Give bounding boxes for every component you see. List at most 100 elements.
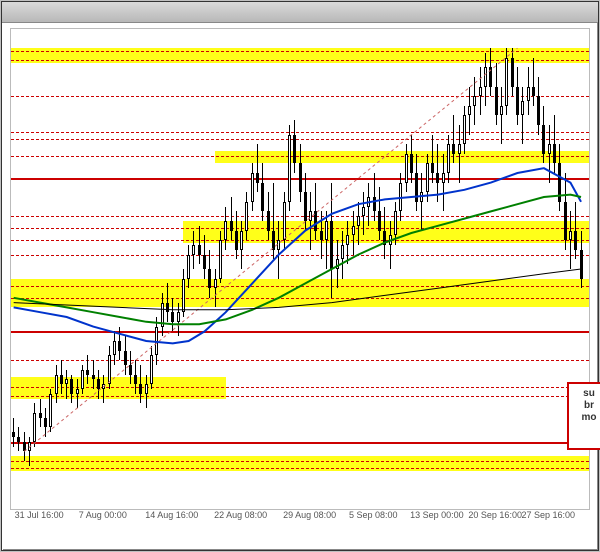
candlestick <box>405 144 408 192</box>
candlestick <box>304 173 307 231</box>
candlestick <box>261 163 264 221</box>
chart-window: 31 Jul 16:00 7 Aug 00:00 14 Aug 16:00 22 Au… <box>1 1 599 551</box>
x-axis-tick: 7 Aug 00:00 <box>79 510 127 520</box>
candlestick <box>150 346 153 389</box>
candlestick <box>139 365 142 403</box>
horizontal-level-line <box>11 286 589 287</box>
candlestick <box>187 245 190 288</box>
annotation-box: subrmo <box>567 382 600 450</box>
x-axis-tick: 27 Sep 16:00 <box>521 510 575 520</box>
candlestick <box>357 202 360 245</box>
candlestick <box>272 183 275 260</box>
candlestick <box>245 192 248 240</box>
candlestick <box>527 67 530 115</box>
horizontal-level-line <box>11 255 589 256</box>
candlestick <box>362 192 365 235</box>
horizontal-level-line <box>11 331 589 333</box>
candlestick <box>516 67 519 125</box>
x-axis-tick: 14 Aug 16:00 <box>145 510 198 520</box>
candlestick <box>55 365 58 403</box>
candlestick <box>44 408 47 437</box>
horizontal-level-line <box>11 360 589 361</box>
candlestick <box>553 115 556 173</box>
candlestick <box>23 432 26 461</box>
candlestick <box>511 48 514 96</box>
candlestick <box>537 77 540 135</box>
candlestick <box>203 235 206 278</box>
candlestick <box>484 53 487 106</box>
candlestick <box>580 231 583 289</box>
x-axis-tick: 22 Aug 08:00 <box>214 510 267 520</box>
candlestick <box>489 48 492 96</box>
candlestick <box>28 437 31 466</box>
candlestick <box>314 183 317 241</box>
candlestick <box>134 360 137 394</box>
candlestick <box>81 365 84 394</box>
candlestick <box>373 173 376 221</box>
candlestick <box>288 125 291 211</box>
candlestick <box>452 115 455 163</box>
price-plot[interactable] <box>10 28 590 510</box>
candlestick <box>468 87 471 135</box>
candlestick <box>569 211 572 269</box>
candlestick <box>442 154 445 212</box>
candlestick <box>495 63 498 125</box>
candlestick <box>166 283 169 321</box>
candlestick <box>320 211 323 259</box>
candlestick <box>129 351 132 385</box>
candlestick <box>39 399 42 428</box>
candlestick <box>325 211 328 269</box>
candlestick <box>214 269 217 307</box>
horizontal-level-line <box>11 298 589 299</box>
candlestick <box>256 144 259 192</box>
candlestick <box>389 221 392 269</box>
annotation-text: br <box>573 400 600 412</box>
candlestick <box>293 120 296 173</box>
chart-area[interactable]: 31 Jul 16:00 7 Aug 00:00 14 Aug 16:00 22 Au… <box>10 28 590 528</box>
candlestick <box>267 192 270 240</box>
candlestick <box>330 183 333 298</box>
window-titlebar[interactable] <box>2 2 598 23</box>
horizontal-level-line <box>11 461 589 462</box>
annotation-text: mo <box>573 412 600 424</box>
candlestick <box>277 221 280 279</box>
candlestick <box>458 125 461 183</box>
candlestick <box>60 360 63 394</box>
candlestick <box>145 375 148 409</box>
candlestick <box>161 293 164 336</box>
x-axis-tick: 5 Sep 08:00 <box>349 510 398 520</box>
candlestick <box>383 207 386 260</box>
candlestick <box>341 231 344 279</box>
candlestick <box>564 173 567 250</box>
candlestick <box>171 298 174 332</box>
candlestick <box>378 187 381 240</box>
candlestick <box>33 403 36 446</box>
candlestick <box>479 67 482 115</box>
horizontal-level-line <box>11 51 589 52</box>
candlestick <box>299 144 302 202</box>
x-axis-tick: 31 Jul 16:00 <box>15 510 64 520</box>
x-axis-tick: 20 Sep 16:00 <box>468 510 522 520</box>
candlestick <box>431 135 434 183</box>
candlestick <box>463 106 466 154</box>
candlestick <box>367 183 370 226</box>
candlestick <box>426 154 429 202</box>
highlight-band <box>11 279 589 308</box>
candlestick <box>76 379 79 408</box>
horizontal-level-line <box>11 468 589 469</box>
candlestick <box>500 87 503 145</box>
candlestick <box>92 360 95 389</box>
candlestick <box>113 331 116 365</box>
horizontal-level-line <box>11 240 589 241</box>
candlestick <box>283 192 286 250</box>
horizontal-level-line <box>11 442 589 444</box>
candlestick <box>208 250 211 298</box>
candlestick <box>224 207 227 250</box>
candlestick <box>240 221 243 269</box>
candlestick <box>118 327 121 361</box>
candlestick <box>155 317 158 365</box>
candlestick <box>558 144 561 211</box>
candlestick <box>521 87 524 145</box>
candlestick <box>410 135 413 183</box>
candlestick <box>97 370 100 399</box>
